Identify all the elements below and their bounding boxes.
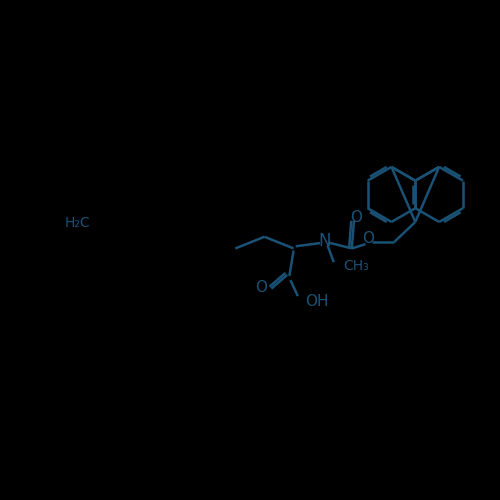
Text: OH: OH bbox=[305, 294, 328, 309]
Text: N: N bbox=[318, 232, 330, 250]
Text: O: O bbox=[255, 280, 267, 295]
Text: CH₃: CH₃ bbox=[344, 260, 369, 274]
Text: H₂C: H₂C bbox=[64, 216, 90, 230]
Text: O: O bbox=[362, 231, 374, 246]
Text: O: O bbox=[350, 210, 362, 225]
